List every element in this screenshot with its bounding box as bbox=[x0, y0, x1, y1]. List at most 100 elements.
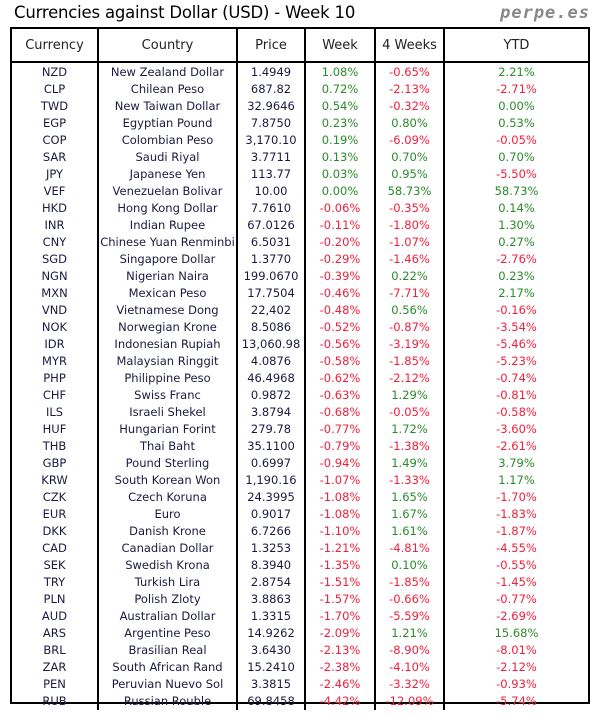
table-row: NOK Norwegian Krone 8.5086 -0.52% -0.87% -3.5… bbox=[12, 319, 588, 336]
cell-currency: ARS bbox=[12, 625, 99, 642]
table-body: NZD New Zealand Dollar 1.4949 1.08% -0.65% 2.… bbox=[12, 62, 588, 710]
cell-price: 0.6997 bbox=[237, 455, 306, 472]
cell-ytd: -0.58% bbox=[496, 405, 537, 419]
cell-ytd: 1.30% bbox=[498, 218, 535, 232]
cell-week: 0.23% bbox=[305, 115, 376, 132]
cell-ytd: -2.12% bbox=[496, 660, 537, 674]
cell-4-weeks: -7.71% bbox=[375, 285, 445, 302]
cell-ytd: 2.21% bbox=[498, 65, 535, 79]
cell-currency: VND bbox=[12, 302, 99, 319]
cell-currency: EGP bbox=[12, 115, 99, 132]
table-row: MYR Malaysian Ringgit 4.0876 -0.58% -1.85% -5… bbox=[12, 353, 588, 370]
cell-price: 6.5031 bbox=[237, 234, 306, 251]
cell-4-weeks: -1.38% bbox=[375, 438, 445, 455]
cell-4-weeks: -8.90% bbox=[375, 642, 445, 659]
cell-ytd: -1.70% bbox=[496, 490, 537, 504]
cell-ytd: -2.61% bbox=[496, 439, 537, 453]
cell-week: 0.13% bbox=[305, 149, 376, 166]
cell-4-weeks: -5.59% bbox=[375, 608, 445, 625]
cell-week: -0.58% bbox=[305, 353, 376, 370]
cell-price: 35.1100 bbox=[237, 438, 306, 455]
table-row: COP Colombian Peso 3,170.10 0.19% -6.09% -0.0… bbox=[12, 132, 588, 149]
cell-ytd: -5.46% bbox=[496, 337, 537, 351]
cell-ytd: 15.68% bbox=[494, 626, 539, 640]
cell-country: Venezuelan Bolivar bbox=[98, 183, 238, 200]
cell-week: -0.29% bbox=[305, 251, 376, 268]
table-row: NZD New Zealand Dollar 1.4949 1.08% -0.65% 2.… bbox=[12, 62, 588, 81]
cell-ytd: -2.69% bbox=[496, 609, 537, 623]
cell-currency: RUB bbox=[12, 693, 99, 710]
cell-week: -0.48% bbox=[305, 302, 376, 319]
table-row: ARS Argentine Peso 14.9262 -2.09% 1.21% 15.68… bbox=[12, 625, 588, 642]
cell-country: Mexican Peso bbox=[98, 285, 238, 302]
cell-ytd: -0.55% bbox=[496, 558, 537, 572]
cell-country: Saudi Riyal bbox=[98, 149, 238, 166]
table-row: SEK Swedish Krona 8.3940 -1.35% 0.10% -0.55% bbox=[12, 557, 588, 574]
table-row: HUF Hungarian Forint 279.78 -0.77% 1.72% -3.6… bbox=[12, 421, 588, 438]
cell-ytd: -1.45% bbox=[496, 575, 537, 589]
cell-week: -0.56% bbox=[305, 336, 376, 353]
cell-ytd: 58.73% bbox=[494, 184, 539, 198]
cell-ytd: 0.23% bbox=[498, 269, 535, 283]
cell-ytd: -4.55% bbox=[496, 541, 537, 555]
cell-week: -0.39% bbox=[305, 268, 376, 285]
table-row: HKD Hong Kong Dollar 7.7610 -0.06% -0.35% 0.1… bbox=[12, 200, 588, 217]
table-row: CZK Czech Koruna 24.3995 -1.08% 1.65% -1.70% bbox=[12, 489, 588, 506]
cell-country: Hungarian Forint bbox=[98, 421, 238, 438]
table-row: VND Vietnamese Dong 22,402 -0.48% 0.56% -0.16… bbox=[12, 302, 588, 319]
cell-price: 279.78 bbox=[237, 421, 306, 438]
cell-country: Indian Rupee bbox=[98, 217, 238, 234]
column-header-week: Week bbox=[305, 29, 376, 63]
cell-price: 7.7610 bbox=[237, 200, 306, 217]
cell-ytd: 0.27% bbox=[498, 235, 535, 249]
cell-ytd: -1.87% bbox=[496, 524, 537, 538]
cell-country: Peruvian Nuevo Sol bbox=[98, 676, 238, 693]
cell-price: 3.6430 bbox=[237, 642, 306, 659]
cell-currency: EUR bbox=[12, 506, 99, 523]
cell-price: 8.3940 bbox=[237, 557, 306, 574]
cell-week: -1.10% bbox=[305, 523, 376, 540]
cell-ytd: 0.53% bbox=[498, 116, 535, 130]
cell-4-weeks: -0.35% bbox=[375, 200, 445, 217]
cell-week: 0.72% bbox=[305, 81, 376, 98]
cell-week: -0.62% bbox=[305, 370, 376, 387]
cell-country: Argentine Peso bbox=[98, 625, 238, 642]
cell-price: 17.7504 bbox=[237, 285, 306, 302]
cell-week: -0.79% bbox=[305, 438, 376, 455]
cell-price: 24.3995 bbox=[237, 489, 306, 506]
cell-price: 32.9646 bbox=[237, 98, 306, 115]
cell-week: -2.46% bbox=[305, 676, 376, 693]
cell-week: -1.08% bbox=[305, 506, 376, 523]
cell-price: 113.77 bbox=[237, 166, 306, 183]
table-row: GBP Pound Sterling 0.6997 -0.94% 1.49% 3.79% bbox=[12, 455, 588, 472]
table-row: MXN Mexican Peso 17.7504 -0.46% -7.71% 2.17% bbox=[12, 285, 588, 302]
cell-4-weeks: 1.65% bbox=[375, 489, 445, 506]
cell-currency: AUD bbox=[12, 608, 99, 625]
cell-price: 8.5086 bbox=[237, 319, 306, 336]
column-header-price: Price bbox=[237, 29, 306, 63]
cell-ytd: -0.74% bbox=[496, 371, 537, 385]
cell-ytd: -1.83% bbox=[496, 507, 537, 521]
cell-currency: NGN bbox=[12, 268, 99, 285]
cell-ytd: 3.79% bbox=[498, 456, 535, 470]
cell-4-weeks: 0.10% bbox=[375, 557, 445, 574]
table-row: ILS Israeli Shekel 3.8794 -0.68% -0.05% -0.58… bbox=[12, 404, 588, 421]
cell-4-weeks: -0.65% bbox=[375, 62, 445, 81]
cell-4-weeks: -1.07% bbox=[375, 234, 445, 251]
column-header-ytd: YTD bbox=[444, 29, 588, 63]
cell-week: 0.03% bbox=[305, 166, 376, 183]
cell-country: Swedish Krona bbox=[98, 557, 238, 574]
cell-4-weeks: -12.09% bbox=[375, 693, 445, 710]
cell-price: 2.8754 bbox=[237, 574, 306, 591]
cell-week: -1.21% bbox=[305, 540, 376, 557]
cell-4-weeks: 0.22% bbox=[375, 268, 445, 285]
cell-ytd: 1.17% bbox=[498, 473, 535, 487]
cell-week: -0.77% bbox=[305, 421, 376, 438]
cell-country: New Taiwan Dollar bbox=[98, 98, 238, 115]
cell-ytd: -3.60% bbox=[496, 422, 537, 436]
table-row: BRL Brasilian Real 3.6430 -2.13% -8.90% -8.01… bbox=[12, 642, 588, 659]
cell-4-weeks: -1.85% bbox=[375, 353, 445, 370]
cell-price: 3,170.10 bbox=[237, 132, 306, 149]
cell-country: Israeli Shekel bbox=[98, 404, 238, 421]
cell-country: Euro bbox=[98, 506, 238, 523]
